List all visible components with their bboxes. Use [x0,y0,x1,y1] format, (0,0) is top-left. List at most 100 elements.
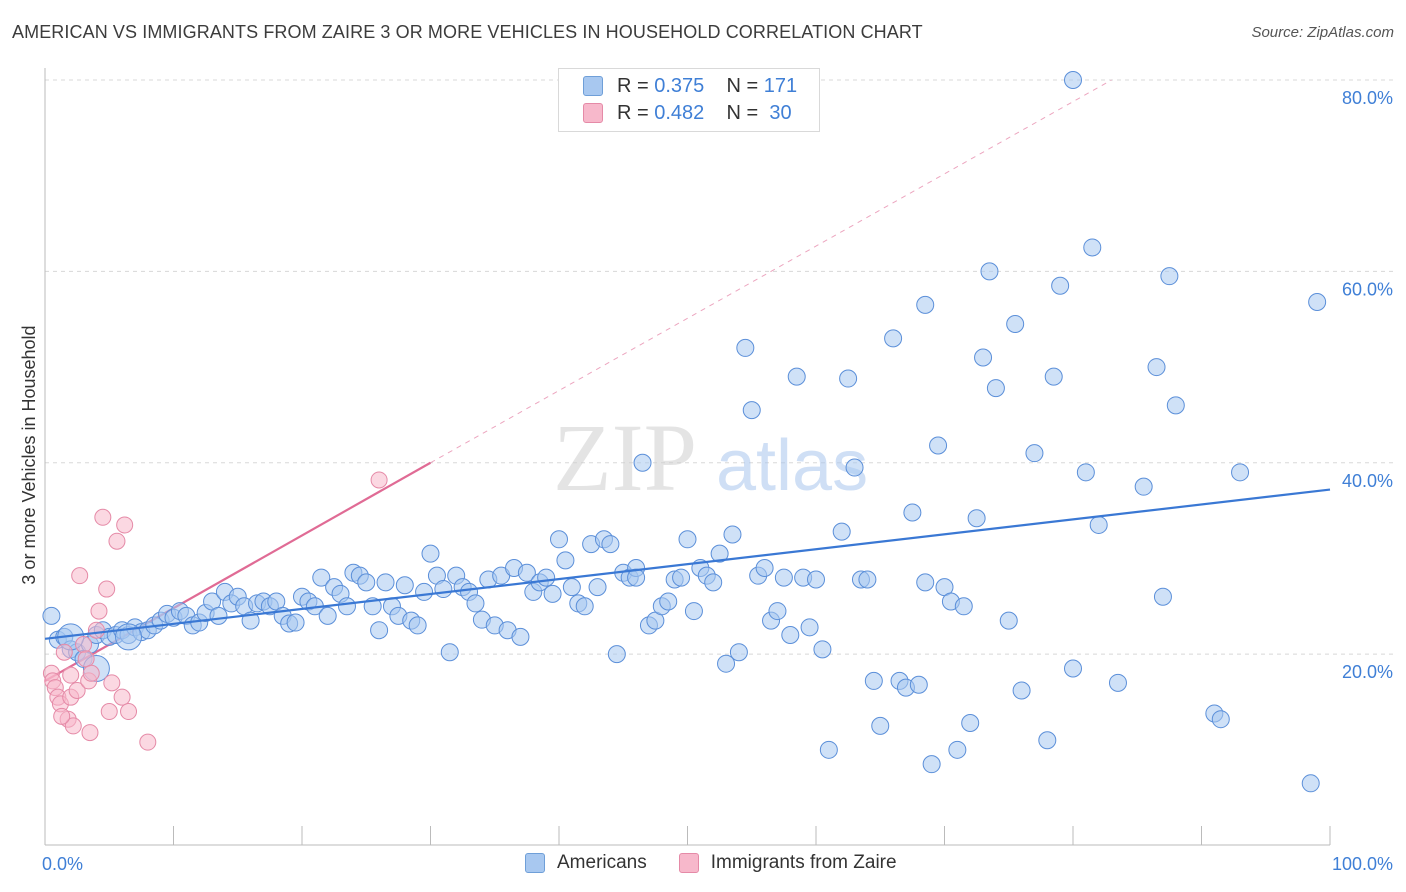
axes [44,68,1331,846]
data-point-americans [1211,710,1230,729]
data-point-zaire [100,703,118,721]
data-point-americans [729,643,748,662]
data-point-americans [466,594,485,613]
data-point-americans [710,544,729,563]
legend-swatch-zaire [583,103,603,123]
data-point-americans [717,654,736,673]
legend-r-label: R = [617,101,649,124]
data-point-zaire [82,664,100,682]
data-point-americans [974,348,993,367]
data-point-zaire [120,703,138,721]
legend-item-americans[interactable]: Americans [525,852,647,874]
americans-trend [44,488,1331,640]
data-point-americans [1051,276,1070,295]
data-point-zaire [139,733,157,751]
data-point-zaire [75,636,93,654]
trendline-zaire-extension [430,79,1112,464]
data-point-zaire [370,471,388,489]
data-point-americans [819,740,838,759]
legend-swatch-americans [583,76,603,96]
zaire-points [42,471,388,751]
data-point-americans [601,535,620,554]
data-point-americans [672,568,691,587]
data-point-americans [723,525,742,544]
data-point-americans [562,578,581,597]
data-point-americans [807,570,825,589]
data-point-americans [440,643,459,662]
chart-title: AMERICAN VS IMMIGRANTS FROM ZAIRE 3 OR M… [12,22,923,42]
data-point-americans [1147,358,1166,377]
legend-r-label: R = [617,74,649,97]
legend-item-zaire[interactable]: Immigrants from Zaire [678,852,897,874]
data-point-americans [755,559,774,578]
data-point-americans [916,573,935,592]
data-point-americans [774,568,793,587]
data-point-americans [1308,292,1327,311]
data-point-americans [742,401,761,420]
data-point-americans [633,453,652,472]
legend-n-value: 171 [763,74,798,97]
x-tick-label: 0.0% [42,854,83,874]
data-point-americans [916,295,935,314]
data-point-zaire [64,717,82,735]
legend-swatch-zaire [678,853,699,873]
data-point-americans [1064,659,1082,678]
data-point-americans [376,573,395,592]
data-point-americans [1166,396,1185,415]
data-point-americans [929,436,948,455]
data-point-americans [884,329,903,348]
data-point-americans [684,602,703,621]
data-point-americans [813,640,832,659]
source-label: Source: ZipAtlas.com [1251,24,1394,41]
watermark-zip: ZIP [553,404,697,511]
data-point-americans [1134,477,1153,496]
data-point-americans [415,582,434,601]
data-point-americans [980,262,999,281]
trendline-zaire [44,461,432,682]
data-point-americans [511,627,530,646]
x-tick-label: 100.0% [1332,854,1393,874]
legend-label-zaire: Immigrants from Zaire [710,852,897,873]
data-point-americans [1012,681,1031,700]
data-point-americans [1153,587,1172,606]
data-point-americans [421,544,440,563]
legend-swatch-americans [525,853,545,873]
data-point-americans [1301,774,1320,793]
data-point-americans [1089,515,1108,534]
watermark: ZIP atlas [553,404,868,511]
tick-labels: 20.0% 40.0% 60.0% 80.0% 0.0% 100.0% [42,88,1393,874]
data-point-americans [1064,71,1082,89]
data-point-zaire [113,688,131,706]
data-point-americans [42,606,61,625]
data-point-americans [858,570,877,589]
data-point-zaire [98,580,116,598]
watermark-atlas: atlas [716,426,868,506]
legend-label-americans: Americans [557,852,647,873]
data-point-americans [986,379,1005,398]
data-point-americans [537,568,556,587]
grid-lines [45,79,1393,655]
data-point-zaire [53,707,71,725]
data-point-americans [337,597,356,616]
data-point-zaire [90,602,108,620]
y-tick-label: 60.0% [1342,279,1393,299]
data-point-americans [800,618,819,637]
data-point-americans [1044,367,1063,386]
data-point-americans [1025,444,1044,463]
data-point-americans [550,530,568,549]
data-point-americans [839,369,858,388]
data-point-americans [357,573,376,592]
data-point-americans [517,563,536,582]
data-point-zaire [108,532,126,550]
data-point-americans [1076,463,1095,482]
y-tick-label: 20.0% [1342,662,1393,682]
data-point-americans [1108,673,1127,692]
data-point-americans [1160,267,1179,286]
data-point-americans [845,458,864,477]
data-point-americans [395,576,414,595]
data-point-americans [318,606,337,625]
data-point-americans [286,613,305,632]
data-point-americans [903,503,922,522]
legend-row-zaire: R = 0.482 N = 30 [583,101,792,125]
